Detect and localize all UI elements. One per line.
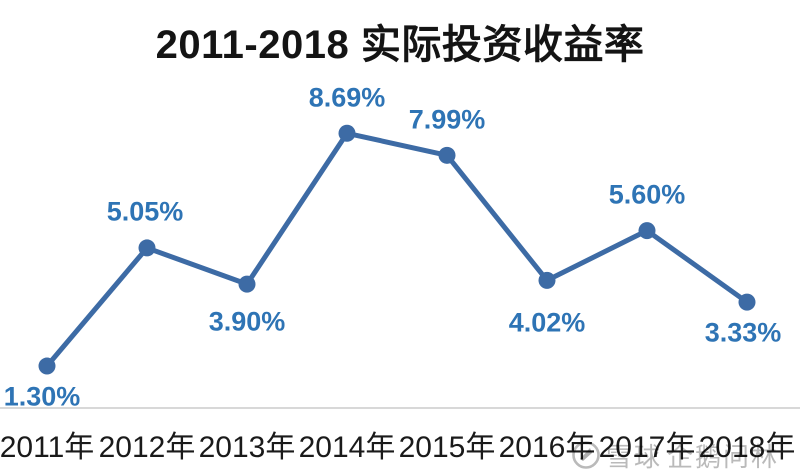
watermark-user: 企鹅问林 — [667, 441, 780, 472]
x-axis-label: 2016年 — [498, 431, 596, 464]
data-point-marker — [738, 293, 756, 311]
xueqiu-logo-icon — [572, 441, 600, 469]
x-axis-label: 2018年 — [698, 431, 796, 464]
chart-title: 2011-2018 实际投资收益率 — [155, 23, 645, 67]
x-axis-label: 2012年 — [98, 431, 196, 464]
x-axis-line — [0, 407, 800, 409]
x-axis-label: 2015年 — [398, 431, 496, 464]
data-label: 4.02% — [508, 307, 586, 338]
data-label: 5.05% — [106, 196, 184, 227]
x-axis-label: 2017年 — [598, 431, 696, 464]
series-line — [44, 130, 750, 369]
x-axis-label: 2013年 — [198, 431, 296, 464]
watermark-brand: 雪球 — [606, 441, 663, 472]
data-point-marker — [138, 239, 156, 257]
data-point-marker — [438, 146, 456, 164]
data-label: 3.90% — [208, 306, 286, 337]
data-label: 8.69% — [308, 82, 386, 113]
data-point-marker — [238, 275, 256, 293]
data-point-marker — [538, 271, 556, 289]
data-label: 1.30% — [3, 381, 81, 412]
data-point-marker — [38, 357, 56, 375]
watermark: 雪球 企鹅问林 — [571, 438, 779, 472]
data-label: 7.99% — [408, 104, 486, 135]
data-label: 5.60% — [608, 179, 686, 210]
data-label: 3.33% — [704, 317, 782, 348]
x-axis-label: 2014年 — [298, 431, 396, 464]
x-axis-label: 2011年 — [0, 431, 95, 464]
data-point-marker — [338, 124, 356, 142]
data-point-marker — [638, 222, 656, 240]
